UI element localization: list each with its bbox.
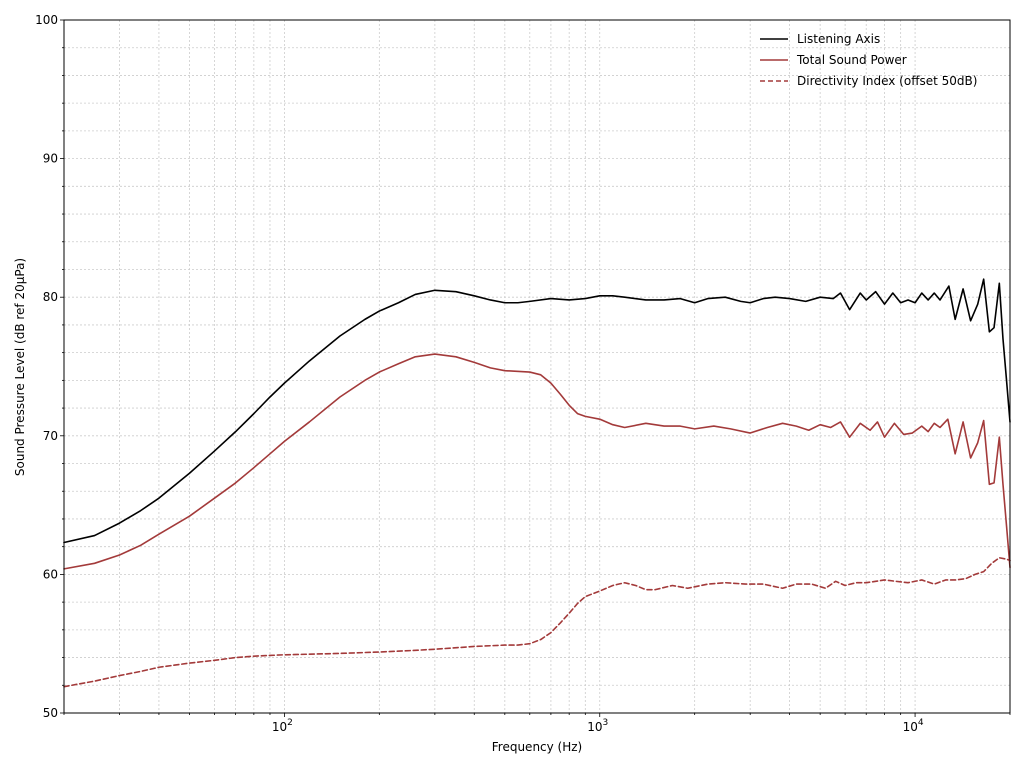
series-layer bbox=[63, 278, 1011, 688]
series-line-1 bbox=[63, 278, 1011, 544]
y-tick-label: 90 bbox=[43, 152, 58, 166]
legend-label: Total Sound Power bbox=[796, 53, 907, 67]
grid bbox=[63, 19, 1011, 714]
y-tick-label: 70 bbox=[43, 429, 58, 443]
legend-label: Listening Axis bbox=[797, 32, 880, 46]
series-line-3 bbox=[63, 556, 1011, 688]
plot-area-frame bbox=[63, 19, 1011, 714]
x-tick-label: 103 bbox=[587, 718, 608, 734]
x-tick-label: 102 bbox=[272, 718, 293, 734]
series-line-2 bbox=[63, 353, 1011, 570]
x-axis-label: Frequency (Hz) bbox=[492, 740, 583, 754]
y-tick-label: 50 bbox=[43, 706, 58, 720]
legend-label: Directivity Index (offset 50dB) bbox=[797, 74, 977, 88]
y-tick-label: 60 bbox=[43, 567, 58, 581]
y-tick-labels: 50 60 70 80 90 100 bbox=[35, 13, 58, 720]
y-tick-label: 100 bbox=[35, 13, 58, 27]
x-tick-label: 104 bbox=[903, 718, 924, 734]
y-axis-label: Sound Pressure Level (dB ref 20µPa) bbox=[13, 258, 27, 476]
y-tick-label: 80 bbox=[43, 290, 58, 304]
ticks bbox=[60, 19, 1011, 717]
legend: Listening Axis Total Sound Power Directivi… bbox=[760, 32, 977, 88]
x-tick-labels: 102 103 104 bbox=[272, 718, 924, 734]
